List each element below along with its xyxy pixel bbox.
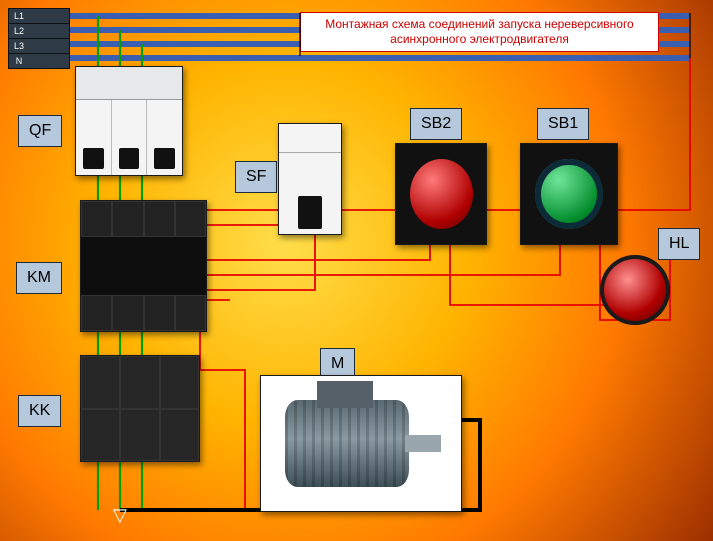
title-line-1: Монтажная схема соединений запуска нерев… — [307, 17, 652, 32]
title-line-2: асинхронного электродвигателя — [307, 32, 652, 47]
bus-label-n: N — [9, 56, 29, 66]
indicator-lamp-icon — [600, 255, 670, 325]
photo-sb2 — [395, 143, 487, 245]
label-kk: KK — [18, 395, 61, 427]
bus-rail-n — [70, 55, 690, 61]
label-sb2: SB2 — [410, 108, 462, 140]
stop-mushroom-icon — [410, 159, 473, 229]
photo-sb1 — [520, 143, 618, 245]
photo-km — [80, 200, 207, 332]
start-button-icon — [535, 159, 602, 229]
diagram-canvas: L1 L2 L3 N Монтажная схема соединений за… — [0, 0, 713, 541]
photo-qf — [75, 66, 183, 176]
photo-hl — [600, 255, 670, 325]
bus-label-l2: L2 — [9, 26, 29, 36]
bus-label-l1: L1 — [9, 11, 29, 21]
ground-icon: ▽ — [113, 505, 127, 526]
photo-sf — [278, 123, 342, 235]
photo-kk — [80, 355, 200, 462]
diagram-title: Монтажная схема соединений запуска нерев… — [300, 12, 659, 52]
label-qf: QF — [18, 115, 62, 147]
label-km: KM — [16, 262, 62, 294]
bus-label-l3: L3 — [9, 41, 29, 51]
photo-m — [260, 375, 462, 512]
busbar-legend: L1 L2 L3 N — [8, 8, 70, 69]
label-sb1: SB1 — [537, 108, 589, 140]
label-sf: SF — [235, 161, 277, 193]
